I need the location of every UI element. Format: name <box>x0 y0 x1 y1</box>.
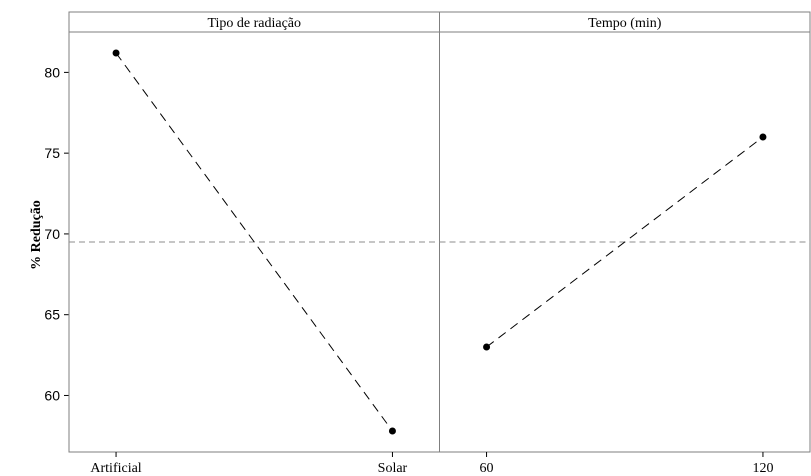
y-tick-label: 80 <box>44 64 60 80</box>
x-tick-label: Artificial <box>90 461 141 476</box>
x-tick-label: Solar <box>378 461 408 476</box>
data-point <box>759 133 767 141</box>
y-tick-label: 70 <box>44 226 60 242</box>
series-line <box>115 52 393 432</box>
x-tick-label: 120 <box>752 461 773 476</box>
y-tick-label: 60 <box>44 387 60 403</box>
data-point <box>483 343 491 351</box>
panel-1: Tipo de radiação Artificial Solar <box>68 11 440 476</box>
series-line <box>486 136 764 348</box>
data-point <box>112 49 120 57</box>
x-tick-label: 60 <box>480 461 494 476</box>
y-axis-title: % Redução <box>29 200 44 270</box>
panels: Tipo de radiação Artificial Solar Tempo (mi… <box>68 11 811 476</box>
y-tick-label: 65 <box>44 307 60 323</box>
y-axis: 60 65 70 75 80 <box>44 64 69 403</box>
panel-2: Tempo (min) 60 120 <box>439 11 811 476</box>
panel-title: Tipo de radiação <box>207 16 301 31</box>
data-point <box>388 427 396 435</box>
panel-title: Tempo (min) <box>588 16 662 31</box>
y-tick-label: 75 <box>44 145 60 161</box>
